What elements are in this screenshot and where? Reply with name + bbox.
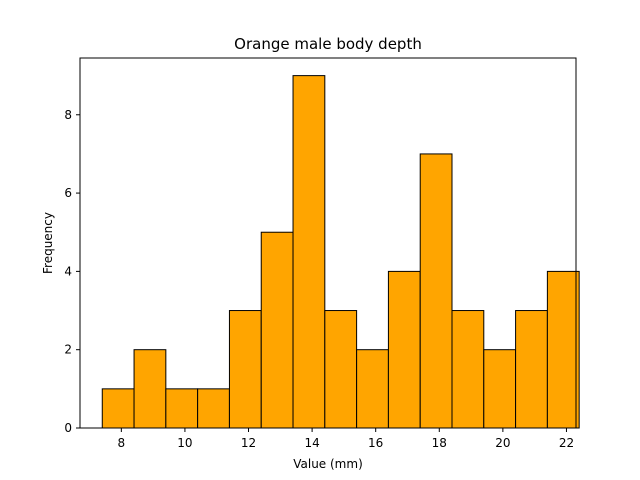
y-tick-label: 0 [64,421,72,435]
x-axis-label: Value (mm) [293,457,363,471]
y-tick-label: 6 [64,186,72,200]
histogram-bar [260,231,294,429]
y-axis-label: Frequency [41,212,55,274]
y-axis-ticks: 0 2 4 6 8 [64,108,80,435]
x-tick-label: 14 [304,436,319,450]
histogram-bar [324,310,358,429]
histogram-bar [483,349,517,429]
histogram-bar [451,310,485,429]
x-tick-label: 22 [559,436,574,450]
chart-title: Orange male body depth [234,35,422,53]
histogram-bar [419,153,453,429]
histogram-bar [197,388,230,429]
x-tick-label: 16 [368,436,383,450]
histogram-bar [387,270,421,429]
y-tick-label: 8 [64,108,72,122]
histogram-bar [228,310,262,429]
bars-group [101,75,580,429]
y-tick-label: 4 [64,264,72,278]
x-tick-label: 10 [177,436,192,450]
histogram-bar [515,310,548,429]
x-tick-label: 20 [495,436,510,450]
histogram-bar [546,270,580,429]
histogram-bar [133,349,167,429]
x-tick-label: 18 [432,436,447,450]
y-tick-label: 2 [64,343,72,357]
x-axis-ticks: 8 10 12 14 16 18 20 22 [118,428,574,450]
x-tick-label: 8 [118,436,126,450]
histogram-bar [292,75,326,429]
histogram-bar [165,388,199,429]
histogram-bar [101,388,135,429]
x-tick-label: 12 [241,436,256,450]
histogram-bar [356,349,389,429]
plot-frame [79,57,577,429]
